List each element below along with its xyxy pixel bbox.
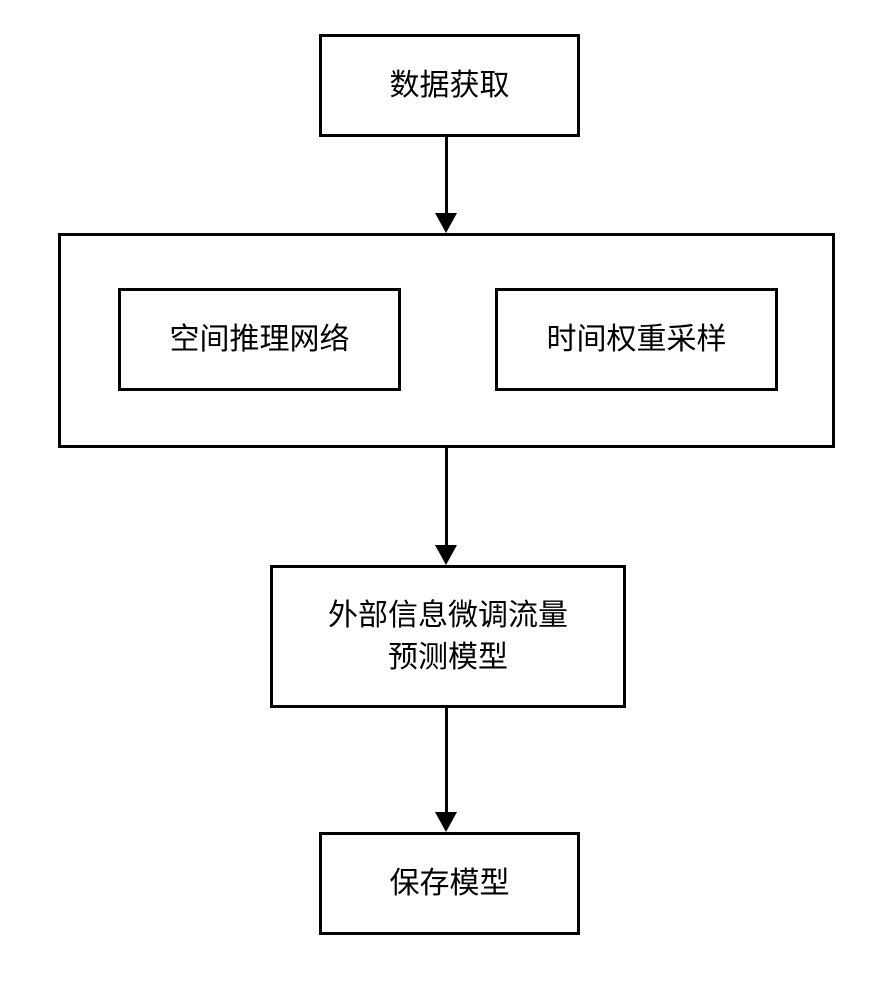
node-label: 保存模型 [390,863,510,905]
flowchart-canvas: 数据获取 空间推理网络 时间权重采样 外部信息微调流量 预测模型 保存模型 [0,0,896,1000]
node-label: 时间权重采样 [547,319,727,361]
node-label: 外部信息微调流量 预测模型 [328,595,568,679]
edge-2-line [445,448,448,545]
edge-1-head [435,213,457,233]
node-label: 数据获取 [390,65,510,107]
node-time-weight-sampling: 时间权重采样 [495,288,778,391]
edge-3-line [445,708,448,812]
node-spatial-reasoning-network: 空间推理网络 [118,288,401,391]
node-label: 空间推理网络 [170,319,350,361]
node-data-acquisition: 数据获取 [319,34,580,137]
edge-2-head [435,545,457,565]
edge-1-line [445,137,448,213]
node-save-model: 保存模型 [319,832,580,935]
edge-3-head [435,812,457,832]
node-external-info-finetune-model: 外部信息微调流量 预测模型 [270,565,626,708]
